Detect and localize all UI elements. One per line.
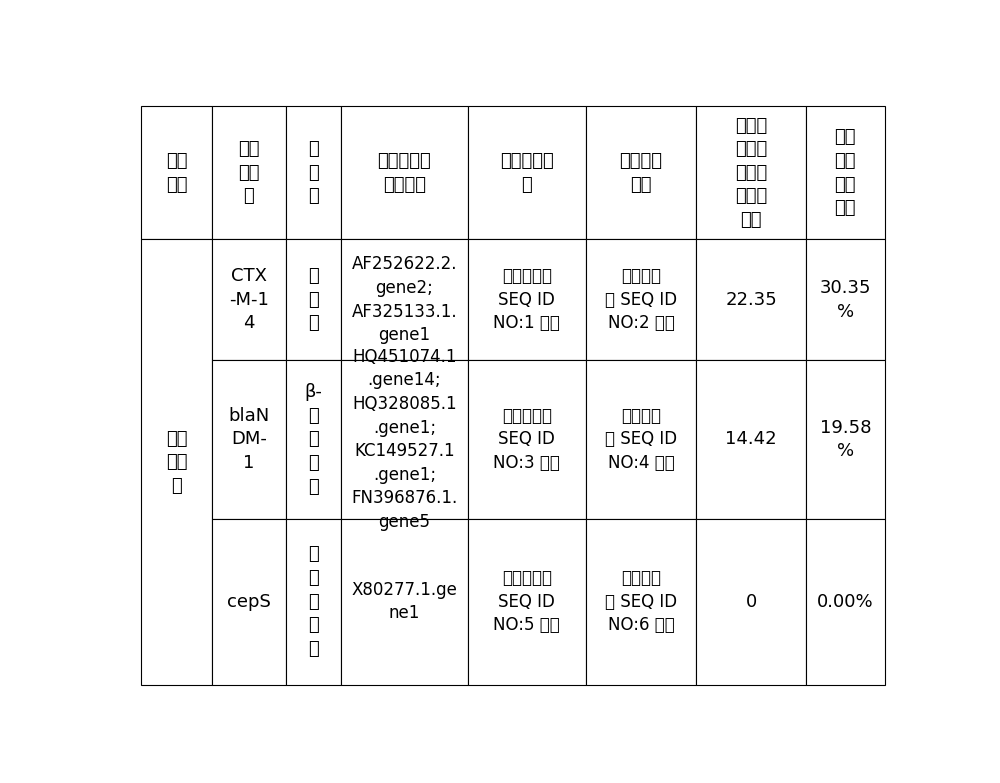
Bar (286, 240, 341, 360)
Bar (586, 518, 696, 685)
Bar (696, 518, 806, 685)
Bar (286, 518, 341, 685)
Text: 0: 0 (745, 593, 757, 611)
Bar (140, 240, 212, 685)
Bar (806, 240, 885, 360)
Bar (140, 106, 212, 240)
Text: 如序列表中
SEQ ID
NO:3 所示: 如序列表中 SEQ ID NO:3 所示 (493, 407, 560, 472)
Bar (286, 360, 341, 518)
Text: 头
孢
菌
素
酶: 头 孢 菌 素 酶 (308, 546, 319, 658)
Text: 19.58
%: 19.58 % (820, 419, 871, 460)
Text: 青
霉
素: 青 霉 素 (308, 267, 319, 333)
Text: 如序列表
中 SEQ ID
NO:4 所示: 如序列表 中 SEQ ID NO:4 所示 (605, 407, 677, 472)
Text: 如序列表中
SEQ ID
NO:1 所示: 如序列表中 SEQ ID NO:1 所示 (493, 267, 560, 333)
Text: 22.35: 22.35 (725, 290, 777, 309)
Bar (696, 106, 806, 240)
Text: 上游引物序
列: 上游引物序 列 (500, 152, 554, 193)
Text: 如序列表中
SEQ ID
NO:5 所示: 如序列表中 SEQ ID NO:5 所示 (493, 569, 560, 634)
Bar (468, 518, 586, 685)
Bar (341, 106, 468, 240)
Text: 14.42: 14.42 (725, 431, 777, 449)
Bar (212, 518, 286, 685)
Bar (468, 106, 586, 240)
Bar (586, 106, 696, 240)
Text: AF252622.2.
gene2;
AF325133.1.
gene1: AF252622.2. gene2; AF325133.1. gene1 (352, 255, 457, 345)
Text: 耐药
性基
因: 耐药 性基 因 (166, 430, 187, 495)
Bar (806, 360, 885, 518)
Bar (212, 106, 286, 240)
Text: β-
内
酰
胺
酶: β- 内 酰 胺 酶 (305, 383, 322, 496)
Bar (341, 518, 468, 685)
Bar (586, 360, 696, 518)
Text: 0.00%: 0.00% (817, 593, 874, 611)
Text: X80277.1.ge
ne1: X80277.1.ge ne1 (351, 581, 457, 622)
Bar (341, 240, 468, 360)
Text: 高通量
测序片
段的数
量（万
条）: 高通量 测序片 段的数 量（万 条） (735, 117, 767, 229)
Text: CTX
-M-1
4: CTX -M-1 4 (229, 267, 269, 333)
Text: HQ451074.1
.gene14;
HQ328085.1
.gene1;
KC149527.1
.gene1;
FN396876.1.
gene5: HQ451074.1 .gene14; HQ328085.1 .gene1; K… (351, 348, 458, 531)
Text: 基因
类别: 基因 类别 (166, 152, 187, 193)
Text: 耐药
性基
因的
含量: 耐药 性基 因的 含量 (835, 128, 856, 217)
Bar (696, 240, 806, 360)
Text: cepS: cepS (227, 593, 271, 611)
Bar (212, 240, 286, 360)
Bar (696, 360, 806, 518)
Text: 抗
生
素: 抗 生 素 (308, 140, 319, 205)
Text: 如序列表
中 SEQ ID
NO:2 所示: 如序列表 中 SEQ ID NO:2 所示 (605, 267, 677, 333)
Bar (468, 360, 586, 518)
Text: blaN
DM-
1: blaN DM- 1 (228, 407, 270, 472)
Text: 耐药
性基
因: 耐药 性基 因 (238, 140, 260, 205)
Bar (286, 106, 341, 240)
Text: 下游引物
序列: 下游引物 序列 (619, 152, 662, 193)
Bar (468, 240, 586, 360)
Bar (212, 360, 286, 518)
Bar (341, 360, 468, 518)
Text: 如序列表
中 SEQ ID
NO:6 所示: 如序列表 中 SEQ ID NO:6 所示 (605, 569, 677, 634)
Text: 耐药性基因
序列编号: 耐药性基因 序列编号 (378, 152, 431, 193)
Bar (586, 240, 696, 360)
Text: 30.35
%: 30.35 % (820, 279, 871, 321)
Bar (806, 106, 885, 240)
Bar (806, 518, 885, 685)
